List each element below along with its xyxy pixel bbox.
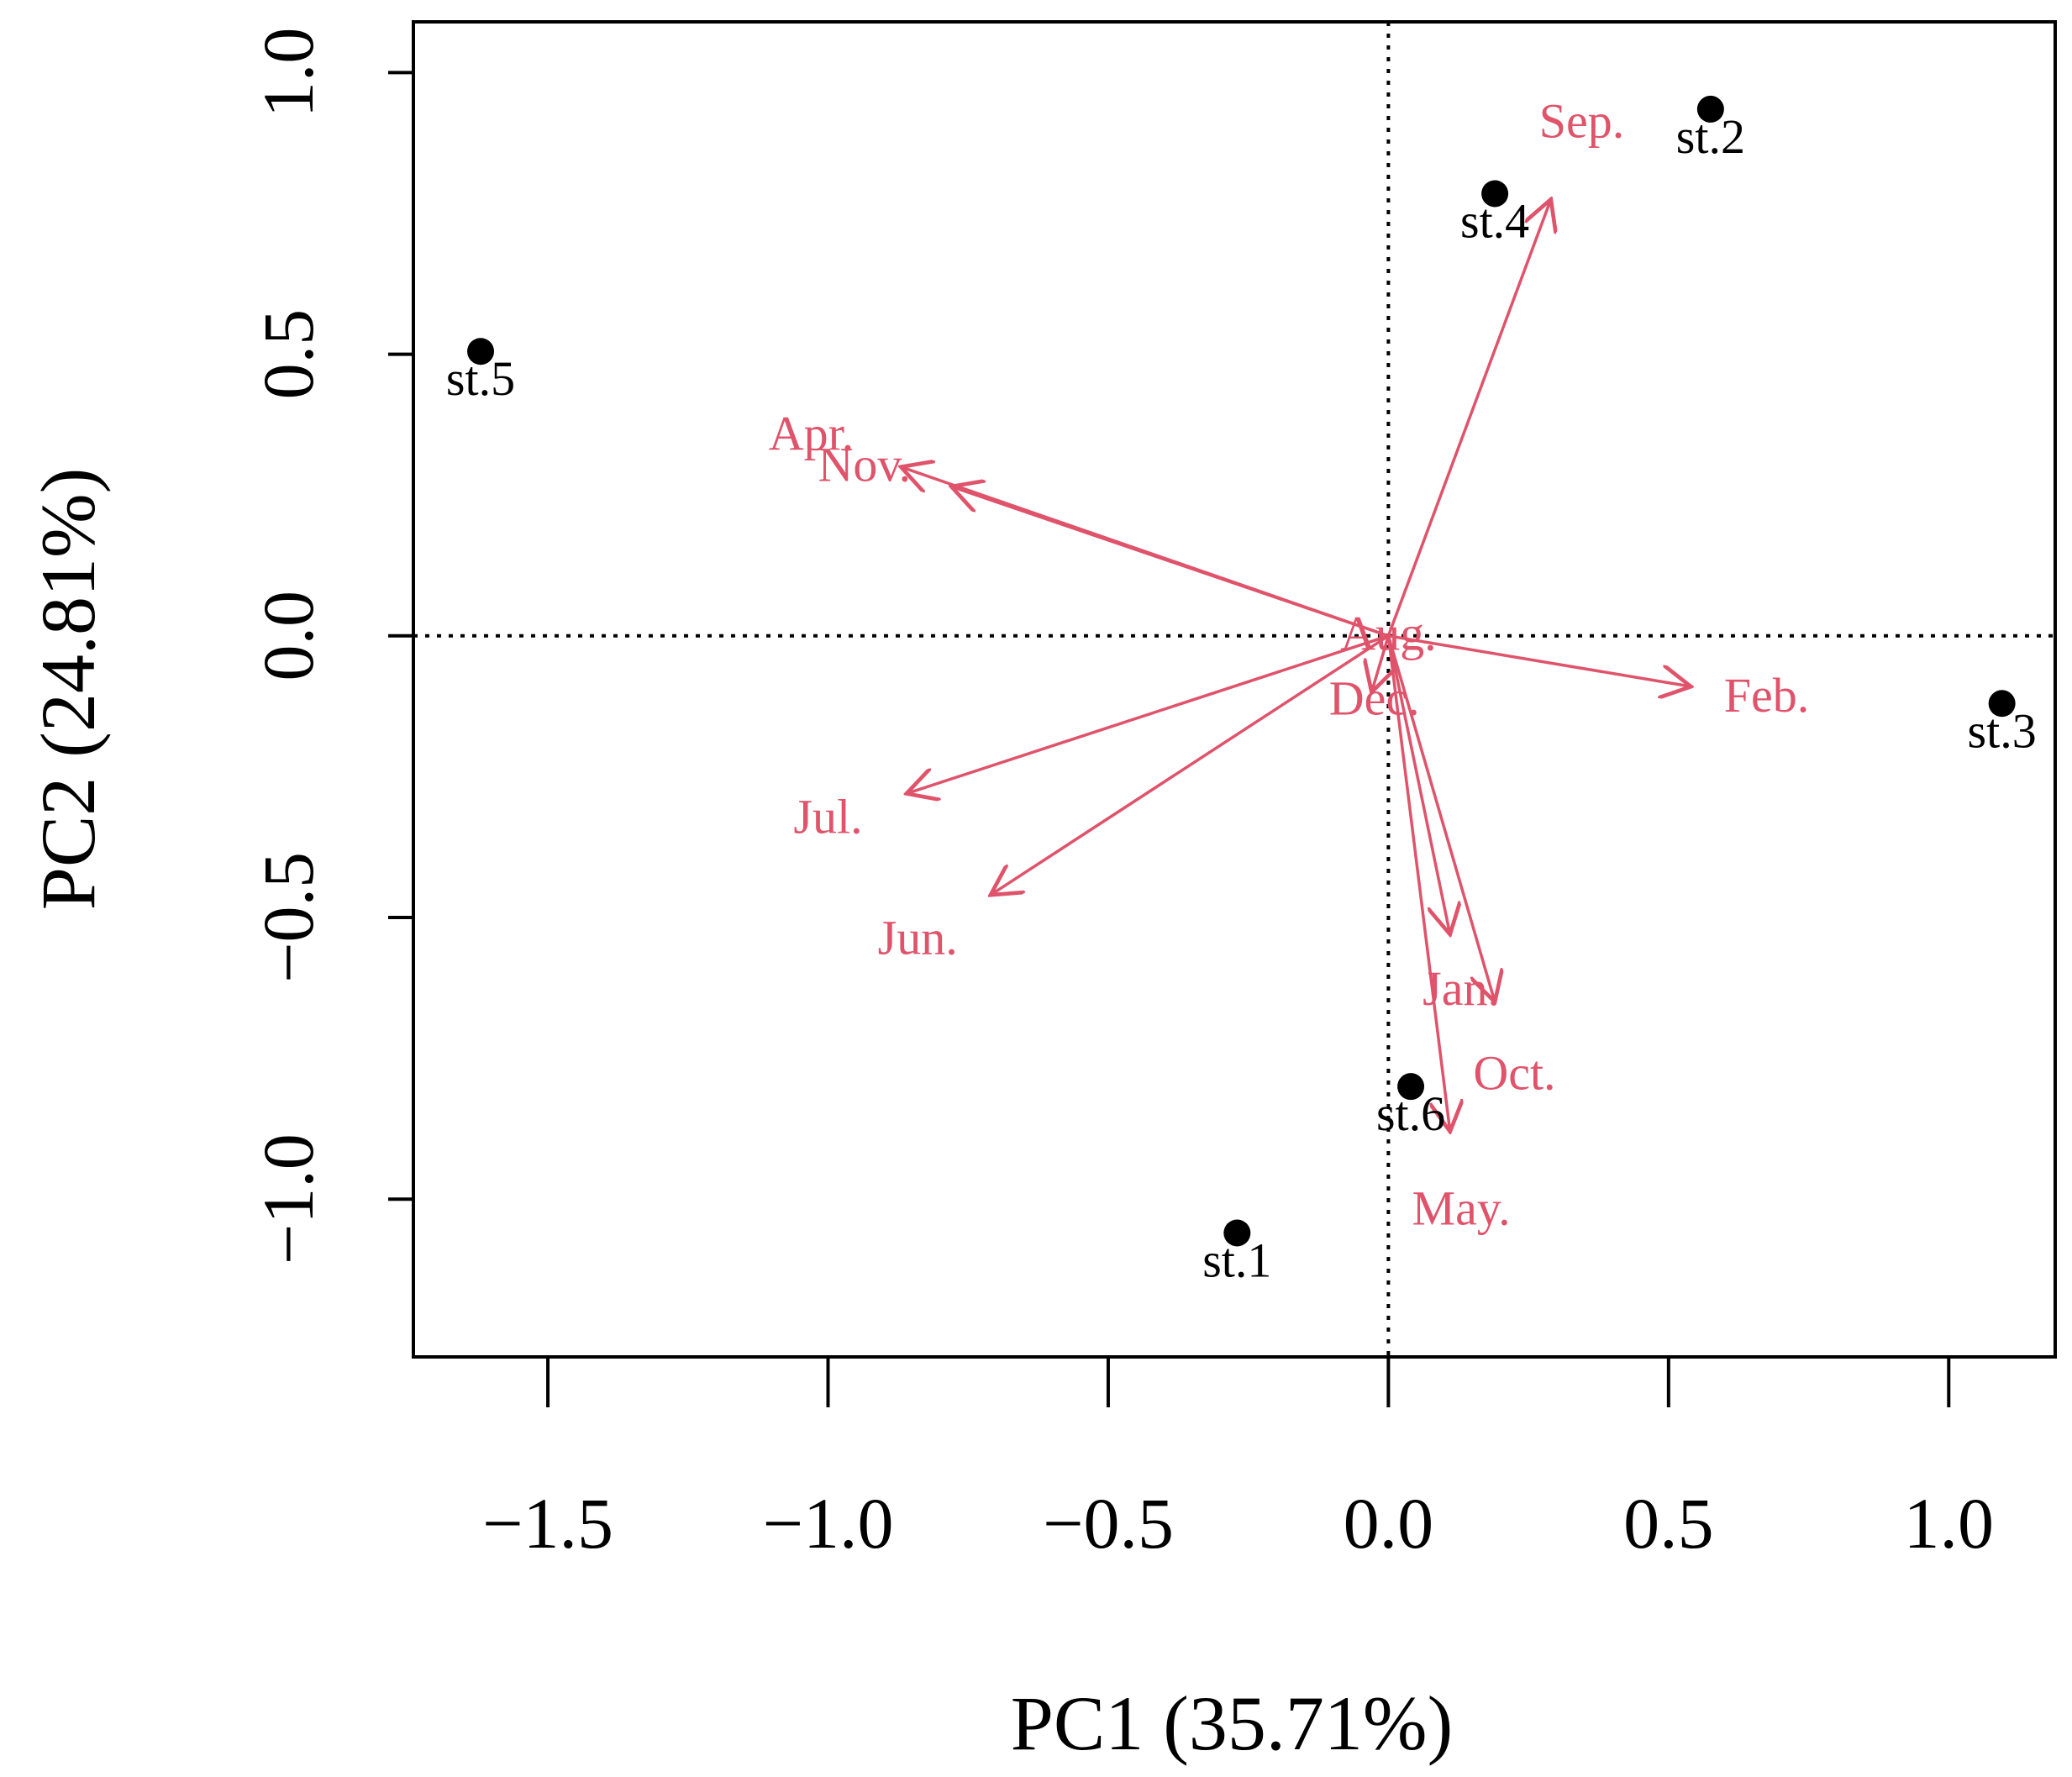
y-tick-label: −0.5 bbox=[248, 852, 329, 983]
arrow-nov bbox=[901, 467, 1389, 638]
plot-frame bbox=[412, 20, 2057, 1359]
point-st2 bbox=[1696, 95, 1724, 123]
arrow-jan bbox=[1386, 635, 1449, 934]
label-jul: Jul. bbox=[793, 789, 862, 844]
point-st3 bbox=[1988, 690, 2016, 718]
label-st2: st.2 bbox=[1676, 109, 1745, 164]
label-st5: st.5 bbox=[446, 351, 515, 406]
label-oct: Oct. bbox=[1473, 1045, 1555, 1100]
y-tick-label: −1.0 bbox=[248, 1133, 329, 1264]
label-st3: st.3 bbox=[1968, 703, 2037, 758]
x-tick-label: −1.0 bbox=[762, 1483, 893, 1564]
y-tick-label: 0.0 bbox=[248, 591, 329, 681]
label-may: May. bbox=[1412, 1180, 1511, 1235]
label-st4: st.4 bbox=[1460, 193, 1529, 248]
arrow-dec bbox=[1371, 635, 1388, 692]
site-points bbox=[467, 95, 2016, 1247]
x-tick-label: 0.5 bbox=[1623, 1483, 1714, 1564]
arrow-jun bbox=[991, 634, 1390, 895]
variable-arrows bbox=[901, 199, 1691, 1132]
x-axis: −1.5 −1.0 −0.5 0.0 0.5 1.0 bbox=[482, 1357, 1994, 1564]
label-sep: Sep. bbox=[1539, 93, 1625, 148]
label-jan: Jan. bbox=[1423, 961, 1500, 1016]
reference-lines bbox=[413, 22, 2055, 1357]
label-feb: Feb. bbox=[1724, 668, 1810, 723]
y-tick-label: 0.5 bbox=[248, 309, 329, 400]
arrow-feb bbox=[1388, 634, 1691, 686]
label-apr: Apr. bbox=[769, 406, 855, 460]
point-st4 bbox=[1481, 180, 1509, 208]
point-st1 bbox=[1223, 1219, 1251, 1247]
x-tick-label: −1.5 bbox=[482, 1483, 613, 1564]
label-jun: Jun. bbox=[878, 911, 958, 965]
x-axis-title: PC1 (35.71%) bbox=[1011, 1680, 1453, 1766]
site-labels: st.1 st.2 st.3 st.4 st.5 st.6 bbox=[446, 109, 2037, 1288]
x-tick-label: 0.0 bbox=[1344, 1483, 1434, 1564]
arrow-may bbox=[1386, 635, 1449, 1132]
label-st6: st.6 bbox=[1376, 1086, 1445, 1141]
label-st1: st.1 bbox=[1202, 1233, 1271, 1287]
y-axis-title: PC2 (24.81%) bbox=[25, 468, 111, 910]
label-nov: Nov. bbox=[818, 437, 912, 492]
x-tick-label: 1.0 bbox=[1904, 1483, 1995, 1564]
arrow-oct bbox=[1386, 635, 1495, 1002]
y-tick-label: 1.0 bbox=[248, 28, 329, 118]
variable-labels: Sep. Apr.Nov. Aug. Dec. Feb. Jul. Jun. Jan. Oct.… bbox=[769, 93, 1810, 1235]
y-axis: −1.0 −0.5 0.0 0.5 1.0 bbox=[248, 28, 413, 1264]
point-st5 bbox=[467, 338, 495, 365]
label-aug: Aug. bbox=[1340, 606, 1436, 660]
x-tick-label: −0.5 bbox=[1043, 1483, 1174, 1564]
point-st6 bbox=[1397, 1073, 1425, 1101]
label-dec: Dec. bbox=[1329, 671, 1420, 726]
arrow-jul bbox=[907, 634, 1389, 794]
arrow-sep bbox=[1386, 199, 1550, 637]
